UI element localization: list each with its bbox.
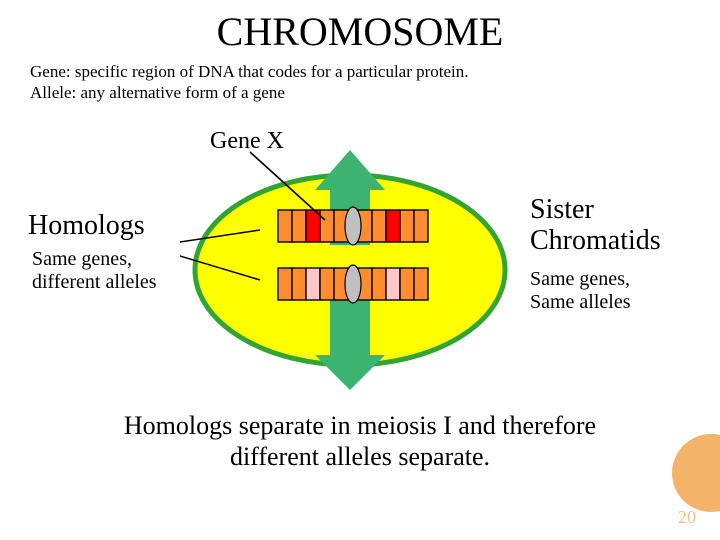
homologs-subtext: Same genes, different alleles [32, 248, 157, 294]
summary-line-1: Homologs separate in meiosis I and there… [124, 411, 596, 440]
sister-chromatids-subtext: Same genes, Same alleles [530, 268, 631, 314]
diagram-svg [180, 140, 520, 400]
definitions-block: Gene: specific region of DNA that codes … [0, 55, 720, 106]
sister-line-2: Chromatids [530, 225, 661, 256]
summary-line-2: different alleles separate. [230, 442, 490, 471]
gene-definition: Gene: specific region of DNA that codes … [30, 61, 690, 82]
page-title: CHROMOSOME [0, 0, 720, 55]
summary-text: Homologs separate in meiosis I and there… [0, 410, 720, 472]
homologs-heading: Homologs [28, 210, 145, 242]
sister-chromatids-heading: Sister Chromatids [530, 195, 661, 257]
allele-definition: Allele: any alternative form of a gene [30, 82, 690, 103]
homologs-sub-line-2: different alleles [32, 271, 157, 294]
sister-sub-line-2: Same alleles [530, 291, 631, 314]
chromosome-diagram [180, 140, 520, 400]
page-number: 20 [678, 507, 696, 528]
sister-line-1: Sister [530, 194, 594, 225]
sister-sub-line-1: Same genes, [530, 268, 631, 291]
homologs-sub-line-1: Same genes, [32, 248, 157, 271]
